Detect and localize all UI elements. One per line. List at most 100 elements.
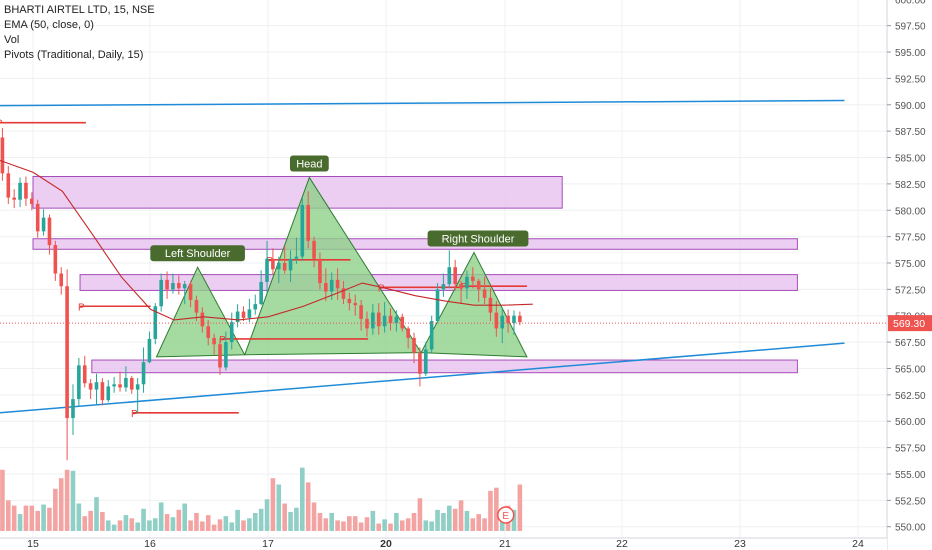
symbol-title: BHARTI AIRTEL LTD, 15, NSE (4, 4, 155, 16)
candle-body (282, 263, 287, 271)
volume-bar (476, 514, 482, 531)
candle-body (0, 137, 5, 174)
candle-body (288, 258, 293, 271)
volume-bar (276, 484, 282, 531)
candle-body (476, 280, 481, 290)
candle-body (265, 258, 269, 282)
candle-body (82, 365, 87, 384)
volume-bar (147, 520, 152, 531)
candle-body (94, 382, 99, 390)
candle-body (276, 263, 281, 270)
candle-body (494, 312, 499, 329)
pivot-label: P (131, 409, 138, 420)
head-label: Head (296, 159, 322, 171)
volume-bar (429, 521, 434, 531)
trendlines (0, 99, 845, 414)
zone-rect (32, 175, 563, 209)
volume-bar (376, 523, 382, 531)
pivots-indicator-label[interactable]: Pivots (Traditional, Daily, 15) (4, 49, 144, 61)
volume-bar (0, 469, 5, 531)
volume-bar (247, 518, 252, 531)
volume-bar (305, 482, 311, 531)
ema-50-line (0, 160, 533, 321)
candle-body (353, 303, 358, 306)
trendline (0, 99, 845, 107)
volume-bar (164, 514, 170, 531)
volume-bar (335, 520, 340, 531)
volume-bar (511, 509, 517, 531)
volume-bar (494, 487, 499, 531)
volume-bar (329, 513, 335, 531)
price-axis[interactable]: 550.00 552.50 555.00 557.50 560.00 562.50 565.… (886, 0, 932, 550)
volume-bar (399, 520, 405, 531)
candle-body (247, 309, 252, 318)
candle-body (218, 344, 222, 368)
volume-bar (17, 514, 23, 531)
volume-bar (358, 522, 364, 531)
candle-body (400, 316, 405, 329)
candle-body (59, 273, 64, 287)
volume-bar (435, 509, 440, 531)
candle-body (182, 284, 187, 289)
volume-bar (352, 516, 358, 531)
volume-bar (235, 509, 240, 531)
candle-body (394, 316, 399, 324)
pivot-lines: P P P P P P P (0, 119, 527, 420)
price-tick-label: 560.00 (895, 417, 926, 428)
candle-body (129, 377, 134, 390)
time-axis-bg (0, 538, 887, 550)
candle-body (65, 286, 69, 419)
volume-bar (76, 503, 82, 531)
volume-bar (170, 517, 176, 531)
pivot-label: P (378, 283, 385, 294)
volume-bar (252, 513, 258, 531)
candle-body (465, 276, 469, 289)
volume-indicator-label[interactable]: Vol (4, 34, 20, 46)
volume-bar (452, 508, 458, 531)
volume-bar (517, 484, 523, 531)
candle-body (388, 315, 393, 324)
volume-bar (470, 518, 476, 531)
event-marker-label: E (502, 511, 509, 522)
candle-body (53, 245, 58, 274)
candle-body (459, 284, 463, 289)
volume-bar (70, 470, 76, 531)
candle-body (335, 279, 340, 289)
volume-bar (129, 518, 135, 531)
candle-body (300, 204, 305, 257)
volume-bar (200, 521, 205, 531)
candle-body (376, 312, 381, 327)
time-tick-label: 20 (380, 538, 392, 550)
price-tick-label: 577.50 (895, 233, 926, 244)
candle-body (506, 315, 510, 324)
candle-body (253, 304, 258, 310)
candle-body (118, 384, 122, 388)
chart-legend: BHARTI AIRTEL LTD, 15, NSE EMA (50, clos… (4, 3, 155, 63)
candle-body (423, 349, 428, 374)
candle-body (429, 321, 434, 350)
volume-bar (117, 520, 123, 531)
volume-bar (141, 508, 146, 531)
time-axis[interactable]: 15 16 17 20 21 22 23 24 (0, 537, 887, 550)
candle-body (124, 377, 128, 388)
support-resistance-zones (32, 175, 798, 374)
volume-bar (482, 518, 487, 531)
candle-body (200, 312, 205, 327)
candle-body (188, 284, 193, 300)
candle-body (135, 384, 140, 390)
ema-indicator-label[interactable]: EMA (50, close, 0) (4, 19, 94, 31)
volume-bar (229, 522, 235, 531)
candle-body (112, 384, 116, 387)
volume-bar (499, 516, 505, 531)
candle-body (141, 362, 146, 385)
volume-bar (100, 511, 105, 531)
candle-body (441, 284, 446, 290)
event-marker (497, 506, 515, 524)
candle-body (147, 338, 152, 363)
volume-bar (53, 488, 58, 531)
volume-bar (64, 469, 70, 531)
time-tick-label: 17 (262, 538, 274, 550)
candle-body (6, 173, 11, 198)
pivot-label: P (460, 282, 467, 293)
